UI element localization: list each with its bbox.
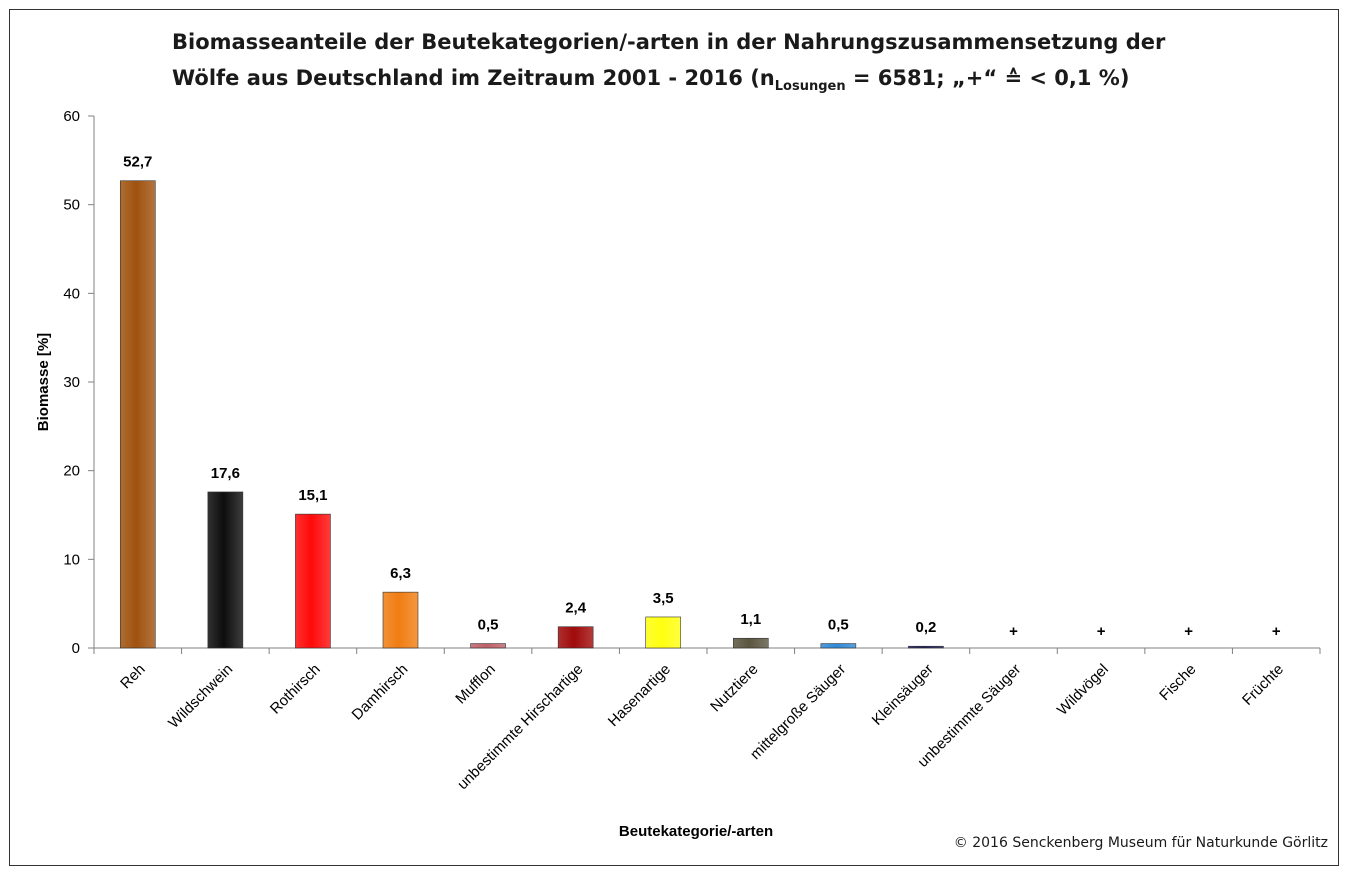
data-label: 17,6 — [211, 465, 240, 482]
y-axis-title: Biomasse [%] — [35, 333, 52, 431]
category-labels: Reh Wildschwein Rothirsch Damhirsch Mufflonu… — [117, 661, 1287, 793]
category-label: Hasenartige — [605, 661, 674, 730]
chart-title-line-1: Biomasseanteile der Beutekategorien/-art… — [172, 30, 1166, 54]
category-label: Nutztiere — [707, 661, 761, 715]
bar-8 — [820, 643, 857, 649]
copyright-note: © 2016 Senckenberg Museum für Naturkunde… — [953, 835, 1328, 851]
category-label: Wildvögel — [1054, 661, 1112, 719]
data-label: + — [1272, 623, 1281, 640]
data-label: 6,3 — [390, 565, 411, 582]
bar-7 — [732, 637, 769, 649]
chart-frame — [9, 9, 1339, 866]
data-label: 2,4 — [565, 600, 587, 617]
data-labels: 52,7 17,6 15,1 6,3 0,5 2,4 3,5 1,1 0,5 0,2 + + + + — [123, 154, 1281, 640]
data-label: + — [1009, 623, 1018, 640]
bar-6 — [645, 616, 682, 649]
data-label: + — [1097, 623, 1106, 640]
data-label: 0,5 — [478, 617, 499, 634]
bar-9 — [908, 645, 944, 649]
category-label: Früchte — [1239, 661, 1287, 709]
y-axis: 0 10 20 30 40 50 60 — [63, 108, 95, 657]
category-label: mittelgroße Säuger — [747, 661, 849, 763]
y-tick-label: 0 — [72, 640, 80, 657]
y-tick-label: 50 — [63, 197, 80, 214]
bar-4 — [470, 643, 506, 649]
x-axis-title: Beutekategorie/-arten — [619, 823, 773, 840]
chart-title-subscript: Losungen — [774, 79, 846, 94]
category-label: Wildschwein — [165, 661, 236, 732]
data-label: + — [1184, 623, 1193, 640]
bar-1 — [207, 491, 244, 649]
category-label: Reh — [117, 661, 148, 692]
bar-0 — [119, 180, 156, 649]
data-label: 15,1 — [298, 487, 327, 504]
data-label: 1,1 — [740, 611, 761, 628]
chart-title-line-2: Wölfe aus Deutschland im Zeitraum 2001 -… — [172, 60, 1222, 96]
bar-3 — [382, 591, 419, 649]
chart-title-line-2-start: Wölfe aus Deutschland im Zeitraum 2001 -… — [172, 66, 775, 90]
x-axis — [93, 647, 1321, 654]
y-tick-label: 30 — [63, 374, 80, 391]
y-tick-label: 40 — [63, 285, 80, 302]
data-label: 0,2 — [915, 619, 936, 636]
data-label: 52,7 — [123, 154, 152, 171]
bars — [119, 180, 944, 649]
data-label: 3,5 — [653, 590, 674, 607]
y-tick-label: 10 — [63, 551, 80, 568]
chart-title-line-2-end: = 6581; „+“ ≙ < 0,1 %) — [845, 66, 1130, 90]
bar-2 — [295, 513, 331, 649]
y-tick-label: 20 — [63, 463, 80, 480]
data-label: 0,5 — [828, 617, 849, 634]
category-label: Damhirsch — [349, 661, 412, 724]
category-label: Rothirsch — [267, 661, 324, 718]
category-label: Fische — [1156, 661, 1199, 704]
bar-5 — [557, 626, 594, 649]
category-label: Kleinsäuger — [869, 661, 937, 729]
category-label: Mufflon — [452, 661, 499, 708]
chart-title: Biomasseanteile der Beutekategorien/-art… — [172, 24, 1222, 96]
y-tick-label: 60 — [63, 108, 80, 125]
